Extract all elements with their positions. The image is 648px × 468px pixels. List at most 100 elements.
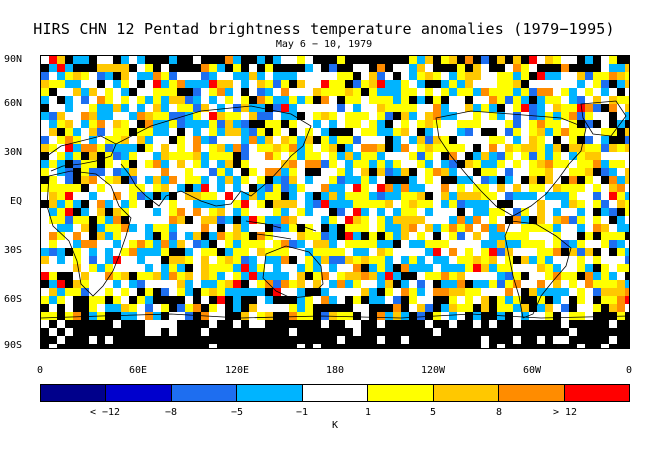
anomaly-cell [489, 240, 497, 248]
anomaly-cell [49, 304, 57, 312]
anomaly-cell [513, 88, 521, 96]
anomaly-cell [113, 128, 121, 136]
anomaly-cell [329, 120, 337, 128]
anomaly-cell [601, 136, 609, 144]
anomaly-cell [281, 272, 289, 280]
anomaly-cell [225, 272, 233, 280]
anomaly-cell [401, 88, 409, 96]
anomaly-cell [545, 312, 553, 320]
anomaly-cell [193, 112, 201, 120]
anomaly-cell [89, 176, 97, 184]
anomaly-cell [57, 88, 65, 96]
anomaly-cell [329, 248, 337, 256]
anomaly-cell [569, 144, 577, 152]
anomaly-cell [193, 240, 201, 248]
anomaly-cell [385, 56, 393, 64]
anomaly-cell [305, 232, 313, 240]
anomaly-cell [361, 288, 369, 296]
coastline-greenland [580, 100, 627, 137]
anomaly-cell [481, 120, 489, 128]
anomaly-cell [537, 200, 545, 208]
anomaly-cell [201, 96, 209, 104]
anomaly-cell [617, 288, 625, 296]
anomaly-cell [121, 232, 129, 240]
anomaly-cell [233, 144, 241, 152]
anomaly-cell [249, 120, 257, 128]
anomaly-cell [577, 224, 585, 232]
anomaly-cell [145, 168, 153, 176]
anomaly-cell [321, 168, 329, 176]
anomaly-cell [41, 344, 49, 348]
anomaly-cell [361, 224, 369, 232]
anomaly-cell [329, 192, 337, 200]
anomaly-cell [393, 80, 401, 88]
anomaly-cell [481, 184, 489, 192]
anomaly-cell [409, 136, 417, 144]
anomaly-cell [441, 88, 449, 96]
anomaly-cell [321, 280, 329, 288]
anomaly-cell [625, 64, 629, 72]
anomaly-cell [41, 160, 49, 168]
anomaly-cell [97, 184, 105, 192]
anomaly-cell [529, 96, 537, 104]
anomaly-cell [489, 264, 497, 272]
anomaly-cell [217, 80, 225, 88]
anomaly-cell [553, 208, 561, 216]
anomaly-cell [497, 136, 505, 144]
anomaly-cell [113, 160, 121, 168]
anomaly-cell [385, 248, 393, 256]
anomaly-cell [169, 232, 177, 240]
anomaly-cell [497, 232, 505, 240]
anomaly-cell [625, 120, 629, 128]
anomaly-cell [289, 312, 297, 320]
anomaly-cell [169, 208, 177, 216]
anomaly-cell [425, 208, 433, 216]
anomaly-cell [113, 336, 121, 344]
anomaly-cell [409, 248, 417, 256]
anomaly-cell [313, 224, 321, 232]
anomaly-cell [153, 288, 161, 296]
anomaly-cell [401, 256, 409, 264]
anomaly-cell [329, 232, 337, 240]
anomaly-cell [241, 288, 249, 296]
anomaly-cell [225, 72, 233, 80]
anomaly-cell [625, 232, 629, 240]
anomaly-cell [289, 96, 297, 104]
anomaly-cell [217, 264, 225, 272]
anomaly-cell [201, 112, 209, 120]
anomaly-cell [329, 280, 337, 288]
anomaly-cell [113, 176, 121, 184]
anomaly-cell [161, 328, 169, 336]
anomaly-cell [513, 96, 521, 104]
anomaly-cell [41, 264, 49, 272]
anomaly-cell [513, 320, 521, 328]
map-subtitle: May 6 − 10, 1979 [275, 39, 373, 50]
anomaly-cell [241, 304, 249, 312]
lat-label-30s: 30S [4, 245, 23, 256]
anomaly-cell [161, 336, 169, 344]
anomaly-cell [465, 216, 473, 224]
anomaly-cell [89, 320, 97, 328]
anomaly-cell [113, 200, 121, 208]
anomaly-cell [113, 104, 121, 112]
anomaly-cell [545, 72, 553, 80]
anomaly-cell [169, 176, 177, 184]
anomaly-cell [289, 264, 297, 272]
anomaly-cell [65, 144, 73, 152]
anomaly-cell [569, 288, 577, 296]
anomaly-cell [545, 288, 553, 296]
anomaly-cell [281, 176, 289, 184]
anomaly-cell [449, 136, 457, 144]
anomaly-cell [161, 56, 169, 64]
anomaly-cell [625, 160, 629, 168]
anomaly-cell [617, 160, 625, 168]
anomaly-cell [97, 336, 105, 344]
anomaly-cell [73, 288, 81, 296]
anomaly-cell [441, 248, 449, 256]
anomaly-cell [537, 344, 545, 348]
anomaly-cell [57, 264, 65, 272]
anomaly-cell [425, 232, 433, 240]
anomaly-cell [153, 264, 161, 272]
anomaly-cell [265, 224, 273, 232]
anomaly-cell [121, 112, 129, 120]
